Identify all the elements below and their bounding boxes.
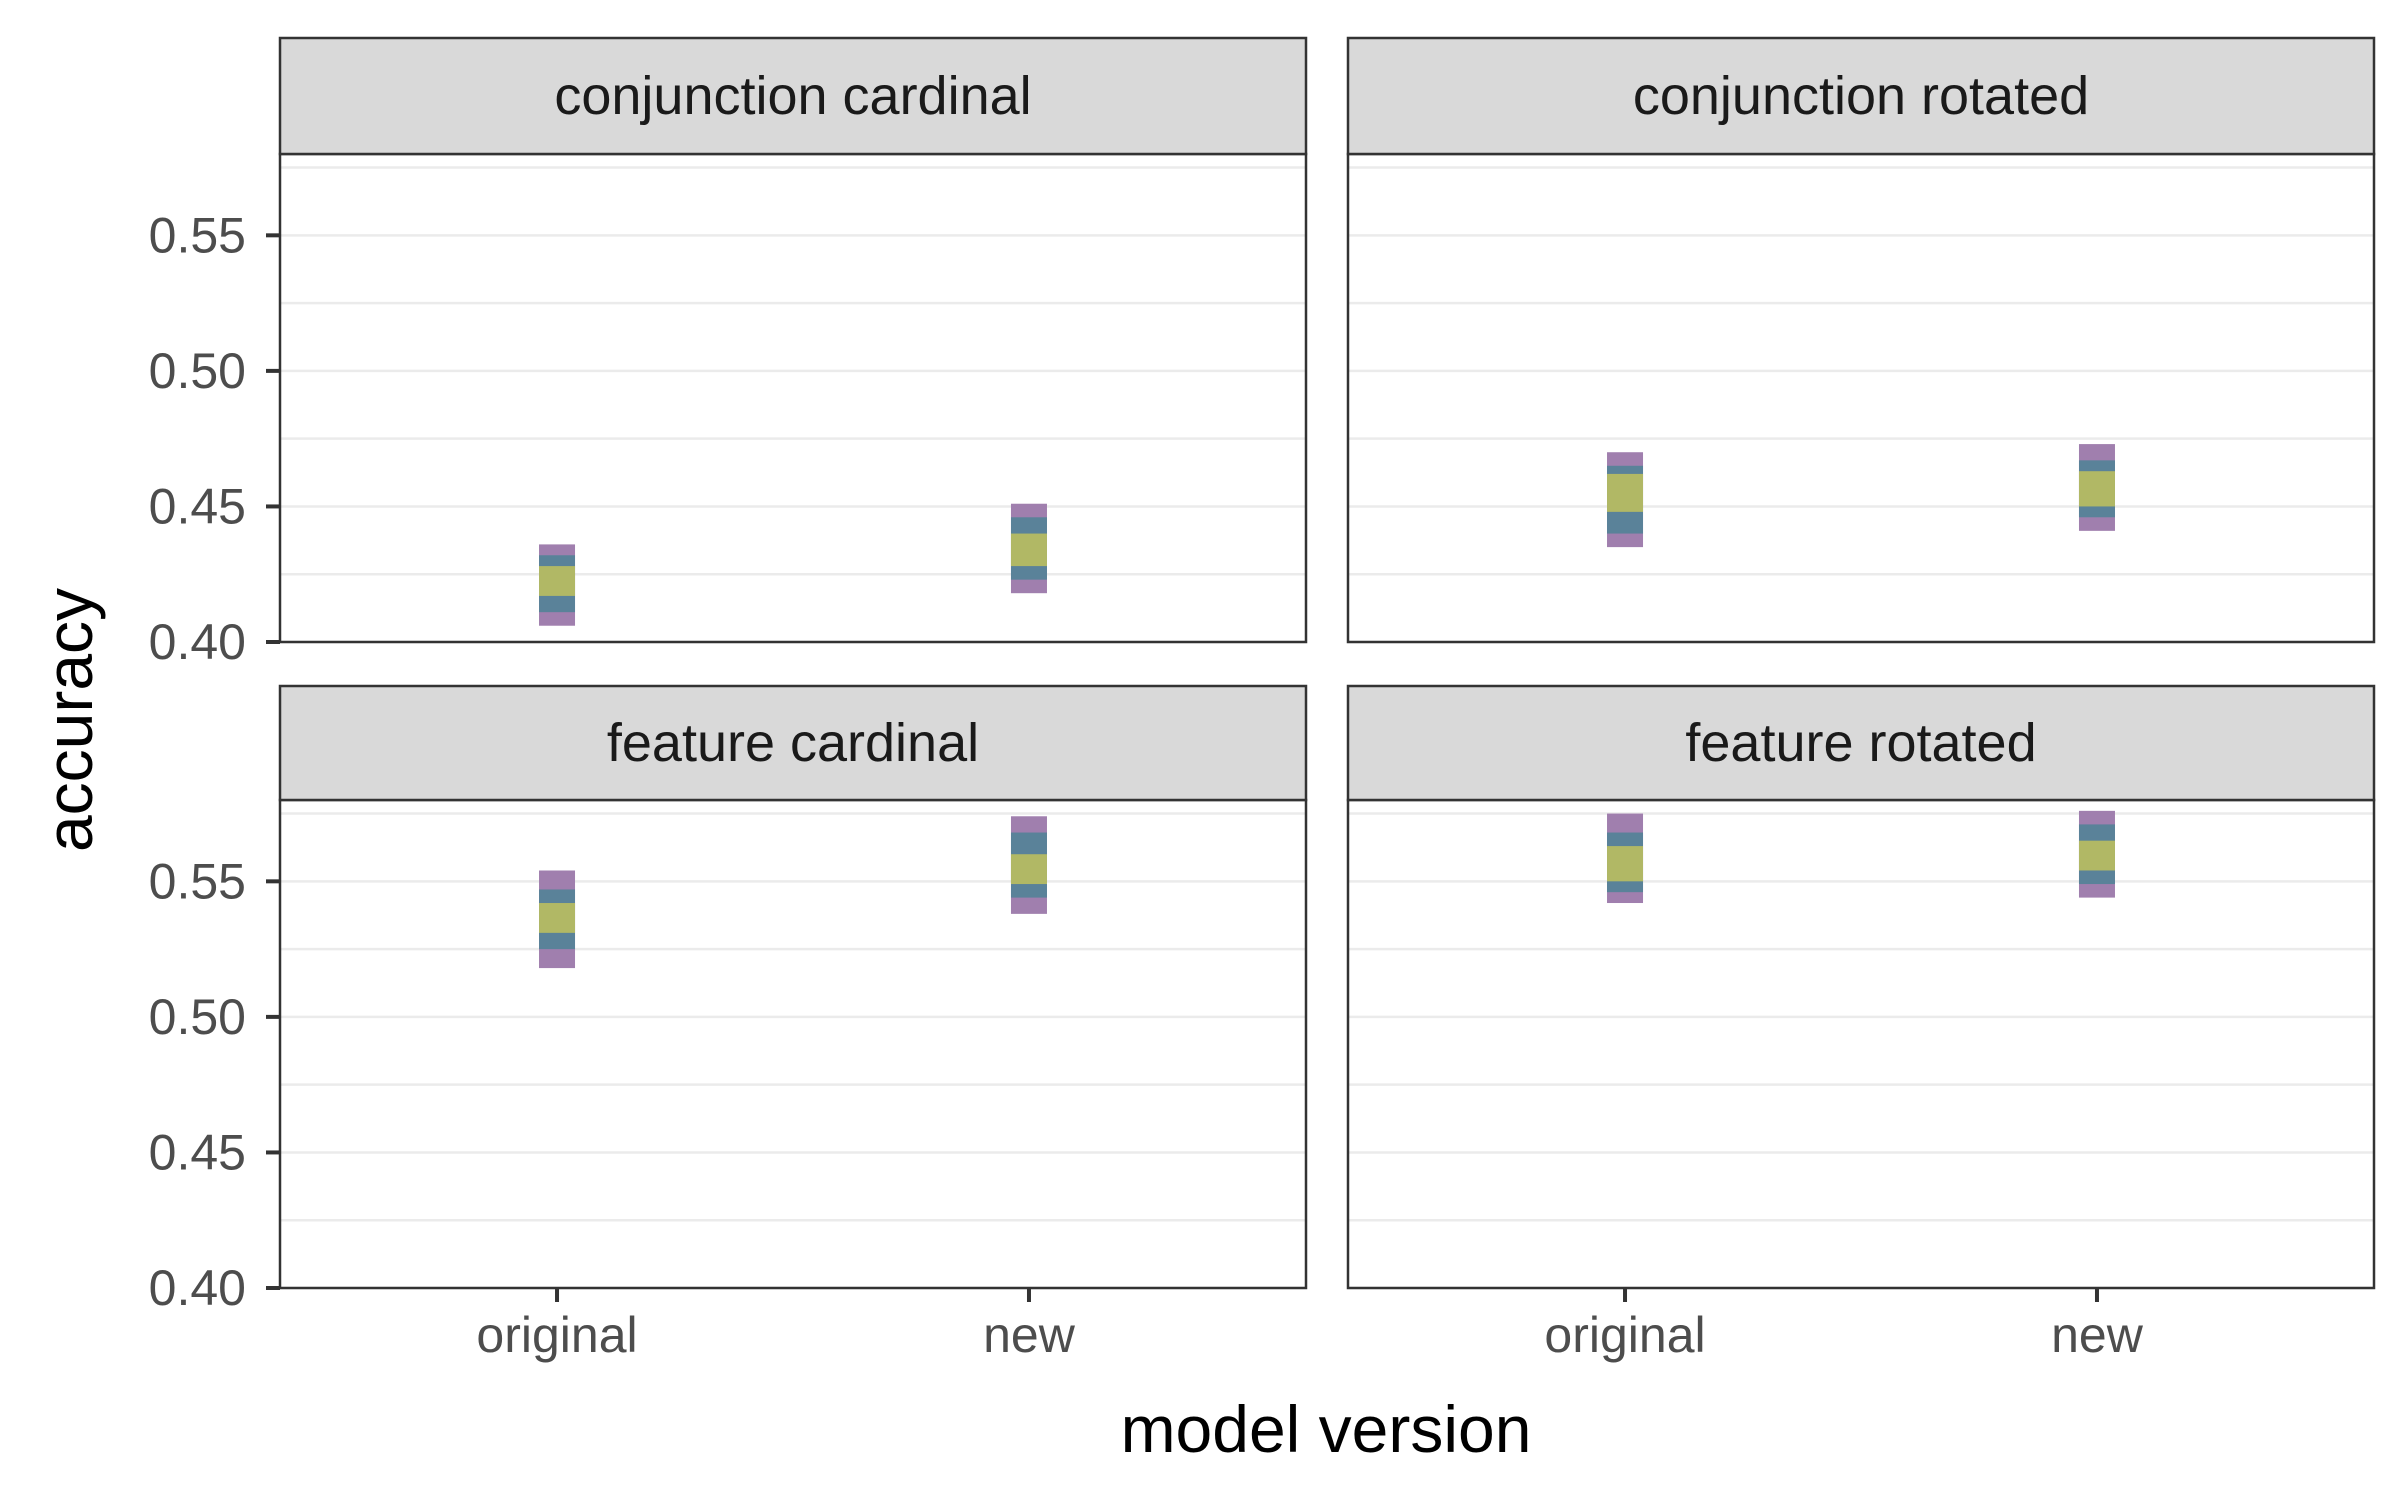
- interval-band-inner: [539, 566, 576, 596]
- y-axis-title: accuracy: [32, 588, 106, 852]
- y-tick-label: 0.45: [149, 478, 246, 534]
- x-tick-label: original: [1544, 1307, 1705, 1363]
- x-axis: original new: [1544, 1288, 2144, 1363]
- panel-background: [280, 800, 1306, 1288]
- facet-strip: [278, 36, 1308, 156]
- facet-panel: conjunction cardinal: [278, 36, 1308, 644]
- panels-layer: conjunction cardinal conjunction rotated f…: [278, 36, 2376, 1290]
- panel-background: [1348, 800, 2374, 1288]
- facet-strip: [1346, 36, 2376, 156]
- axes-layer: 0.40 0.45 0.50 0.55 0.40 0.45 0.50 0.55 original…: [149, 207, 2144, 1363]
- y-tick-label: 0.50: [149, 989, 246, 1045]
- facet-strip-label: conjunction rotated: [1633, 66, 2089, 126]
- y-tick-label: 0.55: [149, 207, 246, 263]
- facet-strip-label: conjunction cardinal: [554, 66, 1031, 126]
- y-tick-label: 0.40: [149, 614, 246, 670]
- x-tick-label: new: [983, 1307, 1076, 1363]
- facet-strip: [278, 684, 1308, 802]
- facet-strip-label: feature rotated: [1685, 713, 2036, 773]
- interval-band-inner: [2078, 840, 2115, 871]
- facet-panel: feature rotated: [1346, 684, 2376, 1290]
- panel-background: [280, 154, 1306, 642]
- facet-strip-label: feature cardinal: [607, 713, 979, 773]
- interval-band-inner: [539, 903, 576, 933]
- facet-panel: conjunction rotated: [1346, 36, 2376, 644]
- y-tick-label: 0.50: [149, 343, 246, 399]
- interval-band-inner: [1010, 533, 1047, 567]
- interval-band-inner: [1607, 846, 1644, 882]
- y-axis: 0.40 0.45 0.50 0.55: [149, 207, 280, 670]
- facet-panel: feature cardinal: [278, 684, 1308, 1290]
- facet-strip: [1346, 684, 2376, 802]
- x-axis: original new: [476, 1288, 1076, 1363]
- y-axis: 0.40 0.45 0.50 0.55: [149, 853, 280, 1316]
- y-tick-label: 0.45: [149, 1124, 246, 1180]
- x-axis-title: model version: [1121, 1392, 1532, 1466]
- y-tick-label: 0.40: [149, 1260, 246, 1316]
- panel-background: [1348, 154, 2374, 642]
- x-tick-label: new: [2051, 1307, 2144, 1363]
- y-tick-label: 0.55: [149, 853, 246, 909]
- x-tick-label: original: [476, 1307, 637, 1363]
- interval-band-inner: [1607, 473, 1644, 512]
- interval-band-inner: [2078, 471, 2115, 507]
- interval-band-inner: [1010, 854, 1047, 885]
